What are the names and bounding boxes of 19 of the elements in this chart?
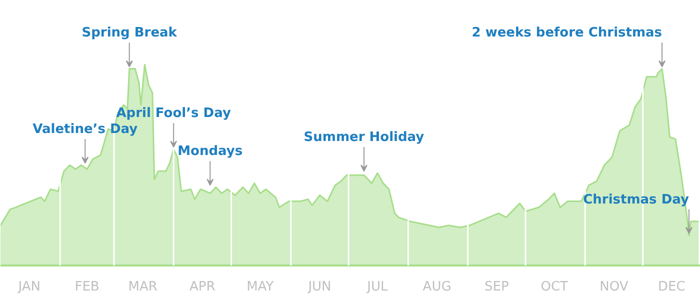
annotation: Spring Break (82, 26, 178, 41)
x-tick-label: APR (190, 280, 216, 294)
x-tick-label: JAN (17, 280, 40, 294)
x-tick-label: MAR (128, 280, 158, 294)
annotation: Valetine’s Day (32, 122, 138, 138)
x-tick-label: FEB (74, 280, 100, 294)
annotation: April Fool’s Day (116, 106, 232, 121)
annotation: Christmas Day (583, 192, 690, 208)
x-tick-label: JUN (307, 280, 332, 294)
x-tick-label: JUL (366, 280, 388, 294)
x-tick-label: NOV (600, 280, 628, 294)
annotation: Summer Holiday (304, 130, 425, 146)
x-tick-label: AUG (422, 280, 452, 294)
x-tick-label: SEP (484, 280, 509, 294)
annotation: Mondays (178, 144, 243, 160)
x-tick-label: DEC (658, 280, 686, 294)
x-tick-label: MAY (246, 280, 274, 294)
x-tick-label: OCT (540, 280, 568, 294)
annotation: 2 weeks before Christmas (472, 26, 662, 41)
